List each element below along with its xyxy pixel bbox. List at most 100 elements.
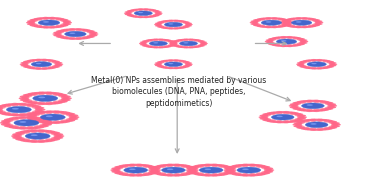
Circle shape (128, 163, 136, 167)
Ellipse shape (265, 42, 273, 44)
Circle shape (143, 172, 150, 176)
Circle shape (327, 103, 334, 107)
Circle shape (325, 107, 332, 110)
Ellipse shape (315, 109, 323, 112)
Circle shape (261, 115, 268, 118)
Ellipse shape (21, 116, 31, 119)
Ellipse shape (125, 14, 132, 15)
Circle shape (42, 122, 50, 126)
Ellipse shape (15, 127, 25, 129)
Ellipse shape (316, 22, 323, 24)
Circle shape (164, 39, 169, 42)
Ellipse shape (207, 174, 216, 177)
Ellipse shape (55, 63, 63, 65)
Ellipse shape (82, 29, 90, 31)
Circle shape (38, 129, 46, 133)
Ellipse shape (125, 164, 134, 166)
Circle shape (58, 99, 66, 103)
Circle shape (285, 19, 291, 22)
Ellipse shape (77, 37, 85, 40)
Circle shape (180, 172, 188, 176)
Ellipse shape (26, 140, 36, 143)
Circle shape (299, 62, 305, 65)
Circle shape (151, 169, 158, 173)
Circle shape (265, 17, 271, 20)
Ellipse shape (140, 8, 147, 10)
Circle shape (29, 22, 35, 25)
Circle shape (264, 167, 271, 171)
Ellipse shape (149, 9, 156, 11)
Ellipse shape (328, 106, 336, 108)
Ellipse shape (146, 46, 152, 48)
Circle shape (58, 35, 64, 38)
Ellipse shape (302, 103, 324, 109)
Ellipse shape (170, 59, 177, 61)
Ellipse shape (305, 122, 328, 128)
Circle shape (200, 43, 206, 46)
Circle shape (308, 25, 314, 28)
Ellipse shape (169, 63, 173, 64)
Ellipse shape (23, 66, 31, 68)
Ellipse shape (303, 17, 311, 19)
Ellipse shape (26, 130, 36, 132)
Circle shape (168, 27, 173, 30)
Ellipse shape (288, 45, 296, 47)
Ellipse shape (55, 135, 64, 137)
Text: Metal(0) NPs assemblies mediated by various
biomolecules (DNA, PNA, peptides,
pe: Metal(0) NPs assemblies mediated by vari… (92, 76, 267, 108)
Ellipse shape (47, 102, 57, 105)
Ellipse shape (114, 166, 123, 168)
Ellipse shape (303, 26, 311, 28)
Circle shape (299, 64, 305, 67)
Circle shape (299, 100, 307, 104)
Circle shape (113, 167, 121, 171)
Ellipse shape (162, 164, 172, 166)
Circle shape (226, 167, 234, 171)
Ellipse shape (11, 135, 21, 137)
Ellipse shape (175, 20, 182, 22)
Circle shape (30, 101, 38, 105)
Circle shape (162, 26, 168, 29)
Ellipse shape (63, 20, 71, 22)
Ellipse shape (53, 93, 63, 95)
Circle shape (35, 59, 41, 62)
Circle shape (326, 61, 333, 64)
Ellipse shape (23, 100, 32, 103)
Ellipse shape (200, 164, 209, 166)
Ellipse shape (165, 20, 172, 22)
Ellipse shape (140, 41, 147, 43)
Ellipse shape (257, 18, 265, 20)
Ellipse shape (328, 127, 337, 129)
Ellipse shape (190, 39, 197, 41)
Circle shape (264, 118, 271, 122)
Ellipse shape (155, 25, 162, 27)
Circle shape (270, 42, 276, 46)
Ellipse shape (9, 126, 18, 129)
Circle shape (249, 173, 256, 177)
Circle shape (19, 103, 27, 107)
Circle shape (3, 120, 11, 124)
Ellipse shape (257, 25, 265, 27)
Ellipse shape (7, 114, 17, 116)
Circle shape (294, 101, 301, 105)
Circle shape (323, 127, 330, 130)
Ellipse shape (164, 39, 171, 41)
Ellipse shape (175, 60, 182, 61)
Ellipse shape (283, 24, 291, 26)
Ellipse shape (162, 167, 185, 173)
Circle shape (173, 40, 179, 43)
Ellipse shape (21, 127, 31, 129)
Ellipse shape (28, 116, 38, 119)
Circle shape (42, 25, 49, 29)
Circle shape (297, 115, 304, 118)
Ellipse shape (161, 67, 167, 68)
Ellipse shape (65, 31, 86, 37)
Ellipse shape (226, 167, 236, 170)
Ellipse shape (140, 16, 147, 18)
Ellipse shape (268, 26, 275, 28)
Circle shape (312, 23, 319, 27)
Ellipse shape (256, 173, 266, 176)
Ellipse shape (281, 40, 287, 42)
Circle shape (66, 112, 74, 116)
Circle shape (45, 101, 53, 105)
Ellipse shape (303, 60, 310, 62)
